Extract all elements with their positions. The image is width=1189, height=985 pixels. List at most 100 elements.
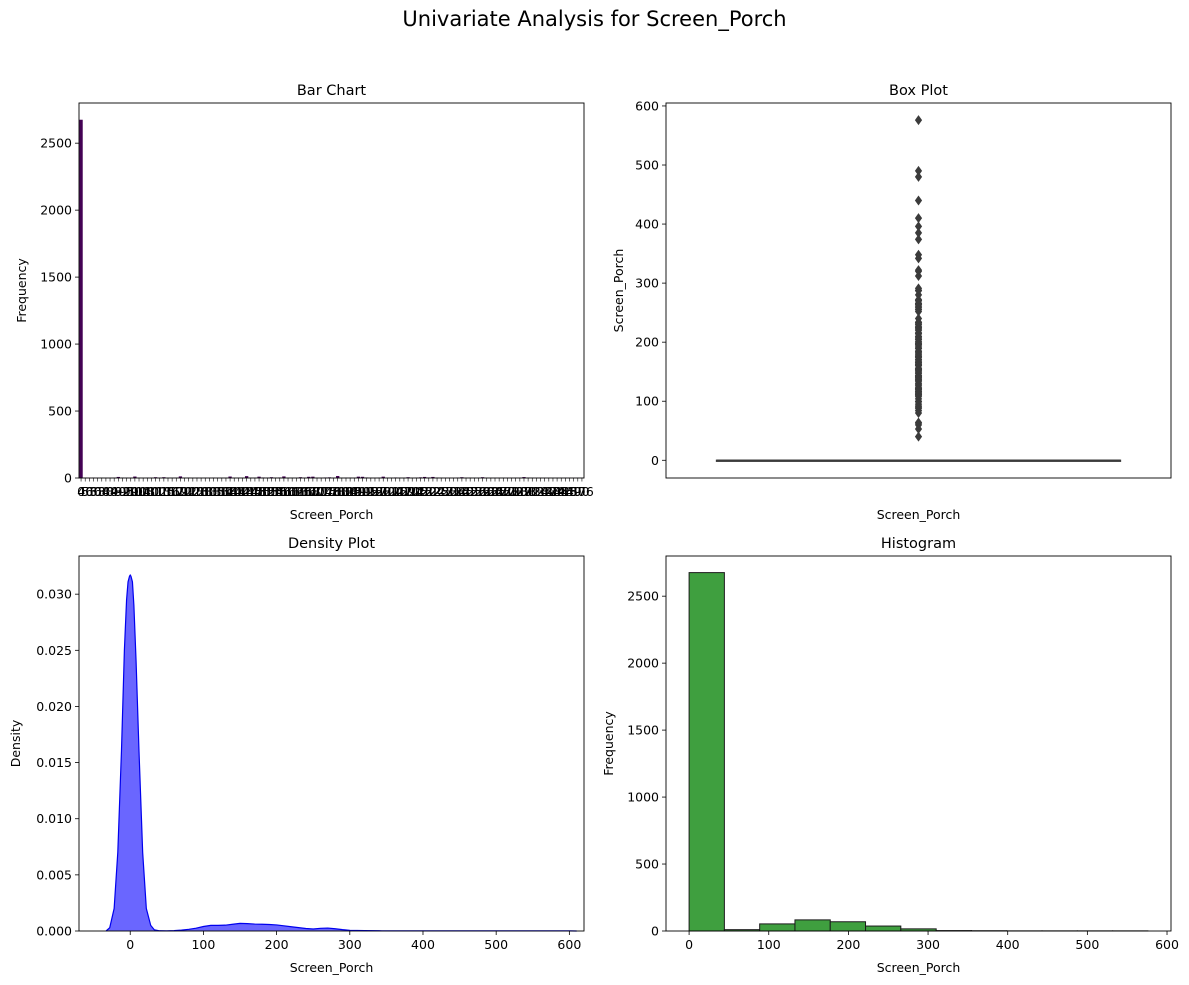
box-ytick-label: 100 [635, 394, 659, 409]
bar-xtick-label: 207 [388, 484, 412, 499]
bar-90 [116, 476, 120, 478]
box-frame [665, 102, 1172, 479]
hist-ylabel: Frequency [601, 711, 616, 776]
bar-xtick-label: 84 [102, 484, 118, 499]
hist-bin-4 [829, 921, 867, 932]
bar-xtick-label: 143 [231, 484, 255, 499]
bar-xtick-label: 178 [322, 484, 346, 499]
bar-xtick-label: 209 [392, 484, 416, 499]
hist-bin-5 [865, 925, 902, 932]
box-outlier-480 [914, 171, 923, 182]
bar-xtick-label: 99 [123, 484, 139, 499]
bar-xtick-label: 198 [367, 484, 391, 499]
bar-xtick-label: 260 [471, 484, 495, 499]
hist-ytick-label: 500 [635, 857, 659, 872]
bar-xtick-label: 280 [504, 484, 528, 499]
box-outlier-40 [914, 431, 923, 442]
bar-xtick-label: 166 [293, 484, 317, 499]
bar-xtick-label: 174 [309, 484, 333, 499]
bar-xtick-label: 161 [276, 484, 300, 499]
bar-xtick-label: 95 [119, 484, 135, 499]
bar-120 [178, 476, 183, 478]
box-outlier-576 [914, 115, 923, 126]
density-xtick-label: 500 [484, 937, 508, 952]
bar-xtick-label: 126 [185, 484, 209, 499]
box-outlier-396 [914, 221, 923, 232]
bar-xtick-label: 160 [272, 484, 296, 499]
bar-168 [307, 476, 311, 478]
bar-xtick-label: 152 [251, 484, 275, 499]
bar-xtick-label: 135 [202, 484, 226, 499]
bar-xtick-label: 63 [90, 484, 106, 499]
bar-frame [78, 102, 585, 479]
bar-xtick-label: 320 [524, 484, 548, 499]
bar-ytick-label: 2000 [40, 203, 72, 218]
density-xtick-label: 200 [265, 937, 289, 952]
box-ytick-label: 0 [651, 453, 659, 468]
bar-xtick-label: 348 [537, 484, 561, 499]
histogram-panel: 0 500 1000 1500 2000 2500 0 100 200 300 400 500 600 H… [601, 536, 1179, 975]
hist-xtick-label: 400 [996, 937, 1020, 952]
bar-xtick-label: 110 [135, 484, 159, 499]
bar-xtick-label: 175 [313, 484, 337, 499]
bar-150 [257, 476, 261, 478]
bar-xtick-label: 197 [363, 484, 387, 499]
bar-xtick-label: 0 [77, 484, 85, 499]
bar-xtick-label: 133 [197, 484, 221, 499]
bar-xtick-label: 216 [409, 484, 433, 499]
box-ytick-label: 200 [635, 335, 659, 350]
hist-bin-2 [759, 923, 796, 932]
bar-xtick-label: 272 [500, 484, 524, 499]
bar-xtick-label: 322 [529, 484, 553, 499]
bar-xtick-label: 440 [558, 484, 582, 499]
density-xlabel: Screen_Porch [290, 960, 374, 975]
bar-xtick-label: 100 [123, 484, 147, 499]
box-xlabel: Screen_Porch [877, 507, 961, 522]
bar-xtick-label: 142 [226, 484, 250, 499]
bar-xtick-label: 92 [115, 484, 131, 499]
box-outlier-440 [914, 195, 923, 206]
bar-xtick-label: 385 [545, 484, 569, 499]
bar-xtick-label: 122 [177, 484, 201, 499]
bar-xtick-label: 220 [413, 484, 437, 499]
bar-xtick-label: 240 [450, 484, 474, 499]
density-ytick-label: 0.020 [36, 699, 72, 714]
bar-xtick-label: 116 [156, 484, 180, 499]
hist-xtick-label: 100 [757, 937, 781, 952]
bar-xtick-label: 215 [404, 484, 428, 499]
bar-xtick-label: 271 [495, 484, 519, 499]
bar-170 [311, 476, 315, 478]
box-plot-panel: 0 100 200 300 400 500 600 Box Plot Screen_Porch S… [611, 83, 1172, 522]
hist-ytick-label: 2000 [627, 656, 659, 671]
bar-xtick-label: 227 [429, 484, 453, 499]
density-plot-panel: 0.000 0.005 0.010 0.015 0.020 0.025 0.030 0 100 2… [8, 536, 585, 975]
box-outlier-374 [914, 234, 923, 245]
bar-xtick-label: 196 [359, 484, 383, 499]
bar-xtick-label: 137 [210, 484, 234, 499]
bar-xtick-label: 259 [467, 484, 491, 499]
bar-xtick-label: 200 [371, 484, 395, 499]
bar-288 [522, 477, 526, 478]
bar-xtick-label: 176 [318, 484, 342, 499]
density-ytick-label: 0.015 [36, 755, 72, 770]
density-ytick-label: 0.005 [36, 867, 72, 882]
bar-ylabel: Frequency [14, 258, 29, 323]
bar-xtick-label: 190 [346, 484, 370, 499]
bar-xtick-label: 53 [81, 484, 97, 499]
hist-bin-3 [794, 919, 831, 932]
bar-200 [381, 476, 385, 478]
bar-xtick-label: 163 [284, 484, 308, 499]
bar-xtick-label: 291 [516, 484, 540, 499]
box-outlier-348 [914, 249, 923, 260]
bar-xtick-label: 264 [479, 484, 503, 499]
bar-xtick-label: 130 [193, 484, 217, 499]
bar-xtick-label: 60 [86, 484, 102, 499]
bar-xtick-label: 230 [433, 484, 457, 499]
bar-xtick-label: 263 [475, 484, 499, 499]
box-outlier-410 [914, 213, 923, 224]
bar-160 [282, 476, 286, 478]
bar-xtick-label: 312 [520, 484, 544, 499]
bar-xtick-label: 144 [235, 484, 259, 499]
bar-190 [356, 476, 361, 478]
hist-bin-0 [688, 572, 725, 932]
